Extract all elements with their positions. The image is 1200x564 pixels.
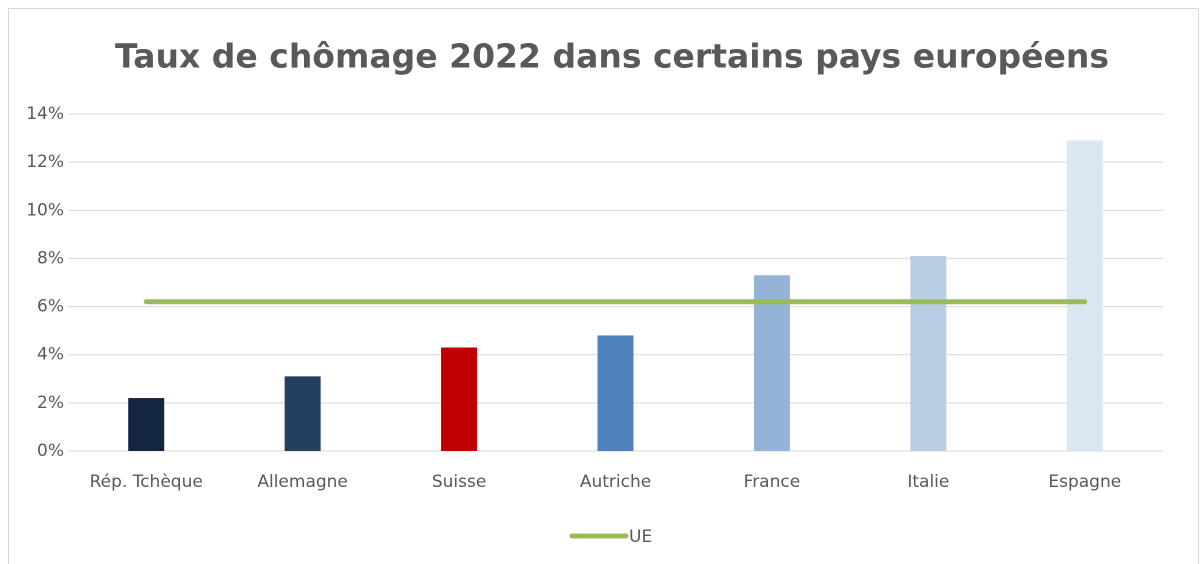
x-tick-label: Rép. Tchèque: [90, 472, 203, 492]
x-tick-label: Autriche: [580, 472, 651, 492]
bar: [284, 376, 321, 451]
bar: [1066, 140, 1103, 451]
y-tick-label: 0%: [37, 441, 64, 461]
x-tick-label: Suisse: [432, 472, 486, 492]
x-tick-label: France: [744, 472, 801, 492]
bar: [441, 347, 478, 451]
bar: [128, 398, 165, 451]
y-tick-label: 2%: [37, 393, 64, 413]
y-tick-label: 4%: [37, 345, 64, 365]
y-tick-label: 8%: [37, 248, 64, 268]
bar: [910, 256, 947, 451]
x-tick-label: Italie: [907, 472, 949, 492]
chart-border: [8, 8, 1199, 564]
y-tick-label: 6%: [37, 297, 64, 317]
legend-label: UE: [629, 527, 652, 547]
bar: [597, 335, 634, 451]
x-tick-label: Allemagne: [257, 472, 348, 492]
chart-title: Taux de chômage 2022 dans certains pays …: [115, 37, 1109, 76]
y-tick-label: 14%: [26, 104, 64, 124]
x-tick-label: Espagne: [1048, 472, 1121, 492]
bar: [753, 275, 790, 451]
y-tick-label: 10%: [26, 200, 64, 220]
y-tick-label: 12%: [26, 152, 64, 172]
